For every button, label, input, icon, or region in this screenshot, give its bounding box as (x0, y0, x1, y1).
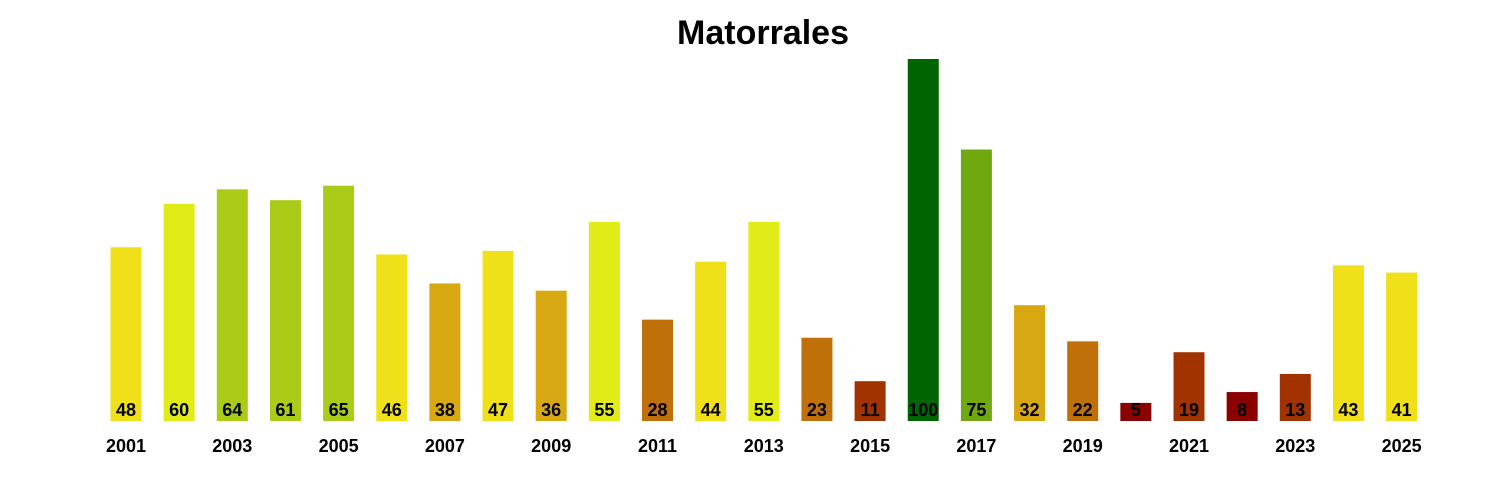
x-tick-label-2001: 2001 (106, 436, 146, 456)
bar-2023 (1279, 373, 1311, 421)
bar-2019 (1067, 341, 1099, 421)
bar-2007 (429, 283, 461, 421)
chart-title: Matorrales (677, 14, 849, 52)
bar-value-label-2020: 5 (1131, 400, 1141, 420)
x-tick-label-2005: 2005 (319, 436, 359, 456)
bar-value-label-2016: 100 (908, 400, 938, 420)
bar-value-label-2023: 13 (1285, 400, 1305, 420)
bar-2003 (216, 189, 248, 421)
bar-2014 (801, 337, 833, 421)
bar-2015 (854, 381, 886, 421)
bar-2021 (1173, 352, 1205, 421)
bar-value-label-2004: 61 (275, 400, 295, 420)
bar-2005 (323, 185, 355, 421)
x-tick-label-2019: 2019 (1063, 436, 1103, 456)
bar-value-label-2002: 60 (169, 400, 189, 420)
x-tick-label-2023: 2023 (1275, 436, 1315, 456)
x-tick-label-2011: 2011 (638, 436, 677, 456)
bar-value-label-2019: 22 (1073, 400, 1093, 420)
bar-2013 (748, 221, 780, 421)
bar-2001 (110, 247, 142, 421)
bar-value-label-2010: 55 (594, 400, 614, 420)
bar-2004 (269, 200, 301, 421)
bar-2012 (695, 261, 727, 421)
bar-2011 (642, 319, 673, 421)
bar-2020 (1120, 402, 1152, 421)
x-tick-label-2007: 2007 (425, 436, 465, 456)
x-tick-label-2015: 2015 (850, 436, 890, 456)
x-axis-tick-labels: 2001 2003 2005 2007 2009 2011 2013 2015 2017 2019… (106, 436, 1422, 456)
bar-2017 (960, 149, 992, 421)
bar-2010 (588, 221, 620, 421)
bar-value-label-2005: 65 (329, 400, 349, 420)
bar-value-label-2013: 55 (754, 400, 774, 420)
bar-value-label-2003: 64 (222, 400, 242, 420)
bar-labels-group: 48 60 64 61 65 46 38 47 36 55 28 44 55 23 11 100 75 32 22 5… (116, 400, 1412, 420)
bar-value-label-2015: 11 (861, 400, 880, 420)
bar-value-label-2025: 41 (1392, 400, 1412, 420)
bar-2006 (376, 254, 408, 421)
bar-value-label-2021: 19 (1179, 400, 1199, 420)
bar-value-label-2022: 8 (1237, 400, 1247, 420)
bar-2008 (482, 250, 514, 421)
bar-2016 (907, 59, 939, 421)
bar-2009 (535, 290, 567, 421)
x-tick-label-2009: 2009 (531, 436, 571, 456)
bar-value-label-2009: 36 (541, 400, 561, 420)
bar-2025 (1386, 272, 1418, 421)
x-tick-label-2025: 2025 (1382, 436, 1422, 456)
bar-value-label-2008: 47 (488, 400, 508, 420)
bar-value-label-2012: 44 (701, 400, 721, 420)
bar-value-label-2011: 28 (647, 400, 667, 420)
bar-value-label-2014: 23 (807, 400, 827, 420)
bar-value-label-2018: 32 (1020, 400, 1040, 420)
x-tick-label-2003: 2003 (212, 436, 252, 456)
bars-group (110, 59, 1418, 421)
x-tick-label-2017: 2017 (956, 436, 996, 456)
bar-value-label-2017: 75 (966, 400, 986, 420)
bar-2018 (1014, 305, 1046, 421)
x-tick-label-2013: 2013 (744, 436, 784, 456)
bar-2002 (163, 203, 195, 421)
bar-value-label-2001: 48 (116, 400, 136, 420)
bar-value-label-2007: 38 (435, 400, 455, 420)
bar-value-label-2006: 46 (382, 400, 402, 420)
bar-2024 (1332, 265, 1364, 421)
x-tick-label-2021: 2021 (1169, 436, 1209, 456)
bar-2022 (1226, 392, 1258, 421)
bar-value-label-2024: 43 (1338, 400, 1358, 420)
